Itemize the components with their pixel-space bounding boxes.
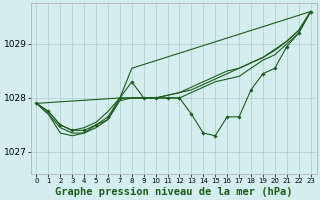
X-axis label: Graphe pression niveau de la mer (hPa): Graphe pression niveau de la mer (hPa) xyxy=(55,186,292,197)
